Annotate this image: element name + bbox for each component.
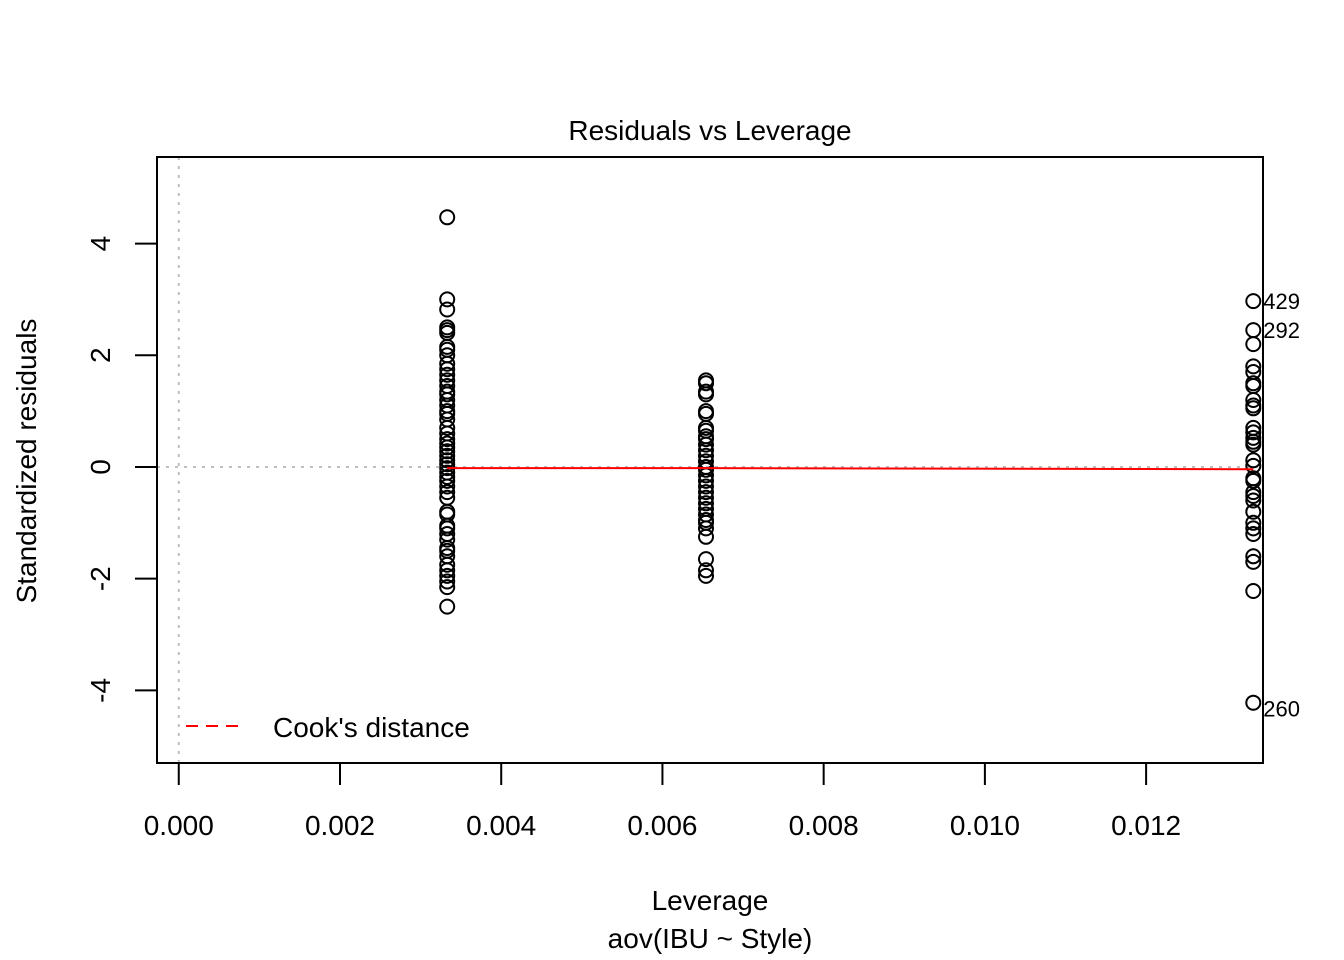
data-point bbox=[1245, 392, 1262, 408]
data-point bbox=[698, 489, 714, 506]
y-tick-label: -2 bbox=[85, 566, 116, 591]
data-point bbox=[1245, 553, 1262, 570]
data-point bbox=[439, 439, 456, 456]
data-point bbox=[439, 301, 456, 318]
data-point bbox=[439, 386, 456, 403]
data-point bbox=[698, 551, 714, 568]
x-tick-label: 0.000 bbox=[144, 810, 214, 841]
data-point bbox=[439, 598, 456, 615]
data-point bbox=[1245, 514, 1262, 531]
data-point bbox=[1245, 548, 1262, 565]
point-label: 429 bbox=[1263, 289, 1300, 314]
data-point bbox=[439, 366, 456, 383]
data-point bbox=[439, 484, 456, 501]
data-point bbox=[1245, 452, 1262, 469]
x-tick-label: 0.008 bbox=[789, 810, 859, 841]
data-point bbox=[439, 478, 456, 495]
data-point bbox=[698, 436, 714, 453]
data-point bbox=[439, 469, 456, 485]
y-axis-label: Standardized residuals bbox=[11, 319, 42, 604]
data-point bbox=[439, 579, 456, 596]
point-label: 260 bbox=[1263, 697, 1300, 722]
data-point bbox=[1245, 358, 1262, 375]
data-point bbox=[439, 520, 456, 537]
data-point bbox=[698, 472, 714, 489]
data-point bbox=[439, 291, 456, 308]
chart-subtitle: aov(IBU ~ Style) bbox=[608, 923, 813, 954]
y-tick-label: 2 bbox=[85, 347, 116, 363]
data-point bbox=[1245, 436, 1262, 453]
y-tick-label: 4 bbox=[85, 236, 116, 252]
data-point bbox=[1245, 336, 1262, 353]
data-point bbox=[698, 520, 714, 537]
x-tick-label: 0.002 bbox=[305, 810, 375, 841]
data-point bbox=[1245, 472, 1262, 489]
point-label: 292 bbox=[1263, 318, 1300, 343]
data-point bbox=[439, 531, 456, 548]
x-axis-label: Leverage bbox=[652, 885, 769, 916]
data-point bbox=[1245, 583, 1262, 599]
data-point bbox=[1245, 293, 1262, 310]
data-point bbox=[439, 456, 456, 473]
x-tick-label: 0.004 bbox=[466, 810, 536, 841]
smoother-line bbox=[447, 467, 1254, 471]
point-labels: 429 292 260 bbox=[1263, 289, 1300, 722]
data-point bbox=[698, 528, 714, 545]
data-point bbox=[698, 478, 714, 495]
legend: Cook's distance bbox=[186, 712, 470, 743]
data-point bbox=[439, 567, 456, 584]
data-point bbox=[439, 435, 456, 452]
legend-cooks-distance-label: Cook's distance bbox=[273, 712, 470, 743]
data-point bbox=[698, 431, 714, 448]
plot-frame bbox=[156, 156, 1264, 764]
data-point bbox=[698, 567, 714, 584]
data-point bbox=[1245, 694, 1262, 711]
data-point bbox=[1245, 322, 1262, 339]
data-point bbox=[698, 495, 714, 512]
data-point bbox=[439, 447, 456, 464]
y-tick-label: 0 bbox=[85, 459, 116, 475]
data-point bbox=[1245, 503, 1262, 520]
data-point bbox=[698, 375, 714, 392]
data-point bbox=[439, 361, 456, 378]
data-point bbox=[1245, 400, 1262, 417]
chart-title: Residuals vs Leverage bbox=[568, 115, 851, 146]
x-tick-label: 0.006 bbox=[627, 810, 697, 841]
x-axis: 0.000 0.002 0.004 0.006 0.008 0.010 0.012 bbox=[144, 762, 1181, 841]
data-points bbox=[439, 209, 1262, 711]
data-point bbox=[698, 484, 714, 501]
x-tick-label: 0.010 bbox=[950, 810, 1020, 841]
data-point bbox=[439, 443, 456, 460]
y-tick-label: -4 bbox=[85, 678, 116, 703]
data-point bbox=[1245, 488, 1262, 504]
data-point bbox=[698, 442, 714, 459]
data-point bbox=[698, 461, 714, 478]
data-point bbox=[1245, 492, 1262, 509]
data-point bbox=[439, 562, 456, 579]
data-point bbox=[439, 355, 456, 372]
data-point bbox=[698, 386, 714, 403]
data-point bbox=[1245, 520, 1262, 537]
data-point bbox=[439, 472, 456, 489]
y-axis: -4 -2 0 2 4 bbox=[85, 236, 158, 703]
data-point bbox=[698, 562, 714, 579]
data-point bbox=[1245, 526, 1262, 542]
data-point bbox=[439, 209, 456, 226]
data-point bbox=[439, 556, 456, 573]
data-point bbox=[1245, 429, 1262, 446]
data-point bbox=[439, 431, 456, 448]
data-point bbox=[1245, 484, 1262, 501]
data-point bbox=[439, 419, 456, 436]
x-tick-label: 0.012 bbox=[1111, 810, 1181, 841]
data-point bbox=[439, 573, 456, 590]
data-point bbox=[1245, 424, 1262, 441]
